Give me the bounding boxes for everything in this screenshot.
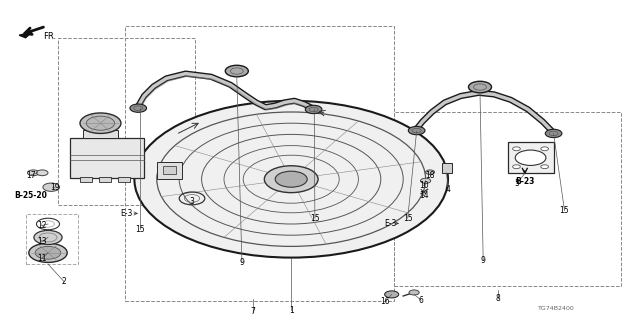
Circle shape bbox=[86, 116, 115, 130]
Circle shape bbox=[130, 104, 147, 112]
Circle shape bbox=[426, 170, 435, 174]
Bar bbox=[508, 142, 554, 173]
Text: 5: 5 bbox=[515, 179, 520, 188]
Text: 3: 3 bbox=[189, 197, 195, 206]
Circle shape bbox=[34, 230, 62, 244]
Bar bbox=[80, 177, 92, 182]
Bar bbox=[394, 112, 621, 286]
Circle shape bbox=[468, 81, 492, 93]
Circle shape bbox=[35, 246, 61, 259]
Circle shape bbox=[408, 126, 425, 135]
Circle shape bbox=[513, 165, 520, 169]
Text: 9: 9 bbox=[481, 256, 486, 265]
Circle shape bbox=[385, 291, 399, 298]
Text: 12: 12 bbox=[37, 221, 46, 230]
Circle shape bbox=[513, 147, 520, 151]
Circle shape bbox=[36, 170, 48, 176]
Text: B-23: B-23 bbox=[515, 177, 534, 186]
Text: 6: 6 bbox=[419, 296, 424, 305]
Text: 15: 15 bbox=[559, 206, 570, 215]
Text: FR.: FR. bbox=[44, 32, 57, 41]
Circle shape bbox=[409, 290, 419, 295]
Circle shape bbox=[28, 170, 39, 176]
Bar bbox=[99, 177, 111, 182]
Text: 4: 4 bbox=[445, 185, 451, 194]
Circle shape bbox=[275, 171, 307, 187]
Circle shape bbox=[264, 166, 318, 193]
Bar bbox=[70, 138, 144, 178]
Polygon shape bbox=[19, 32, 32, 38]
Bar bbox=[83, 130, 118, 138]
Bar bbox=[118, 177, 130, 182]
Circle shape bbox=[541, 165, 548, 169]
Text: 10: 10 bbox=[419, 181, 429, 190]
Circle shape bbox=[134, 101, 448, 258]
Circle shape bbox=[545, 129, 562, 138]
Text: 17: 17 bbox=[26, 171, 36, 180]
Text: 11: 11 bbox=[37, 254, 46, 263]
Bar bbox=[163, 166, 176, 174]
Circle shape bbox=[29, 243, 67, 262]
Text: 15: 15 bbox=[310, 214, 320, 223]
Circle shape bbox=[541, 147, 548, 151]
Circle shape bbox=[80, 113, 121, 133]
Text: 18: 18 bbox=[426, 171, 435, 180]
Text: 14: 14 bbox=[419, 191, 429, 200]
Text: 15: 15 bbox=[403, 214, 413, 223]
Circle shape bbox=[515, 150, 546, 165]
Bar bbox=[157, 162, 182, 179]
Text: 13: 13 bbox=[36, 237, 47, 246]
Bar bbox=[125, 26, 394, 301]
Circle shape bbox=[420, 178, 431, 183]
Text: TG74B2400: TG74B2400 bbox=[538, 306, 575, 311]
Bar bbox=[442, 163, 452, 173]
Text: 2: 2 bbox=[61, 277, 67, 286]
Text: 19: 19 bbox=[50, 183, 60, 192]
Text: B-25-20: B-25-20 bbox=[14, 191, 47, 200]
Circle shape bbox=[225, 65, 248, 77]
Bar bbox=[26, 214, 78, 264]
Text: E-3: E-3 bbox=[120, 209, 132, 218]
Text: 9: 9 bbox=[239, 258, 244, 267]
Bar bbox=[58, 38, 195, 205]
Text: 1: 1 bbox=[289, 306, 294, 315]
Circle shape bbox=[305, 105, 322, 114]
Text: 16: 16 bbox=[380, 297, 390, 306]
Text: 8: 8 bbox=[495, 294, 500, 303]
Bar bbox=[532, 157, 545, 163]
Text: 7: 7 bbox=[250, 308, 255, 316]
Circle shape bbox=[43, 183, 60, 191]
Text: E-3: E-3 bbox=[384, 219, 397, 228]
Text: 15: 15 bbox=[134, 225, 145, 234]
